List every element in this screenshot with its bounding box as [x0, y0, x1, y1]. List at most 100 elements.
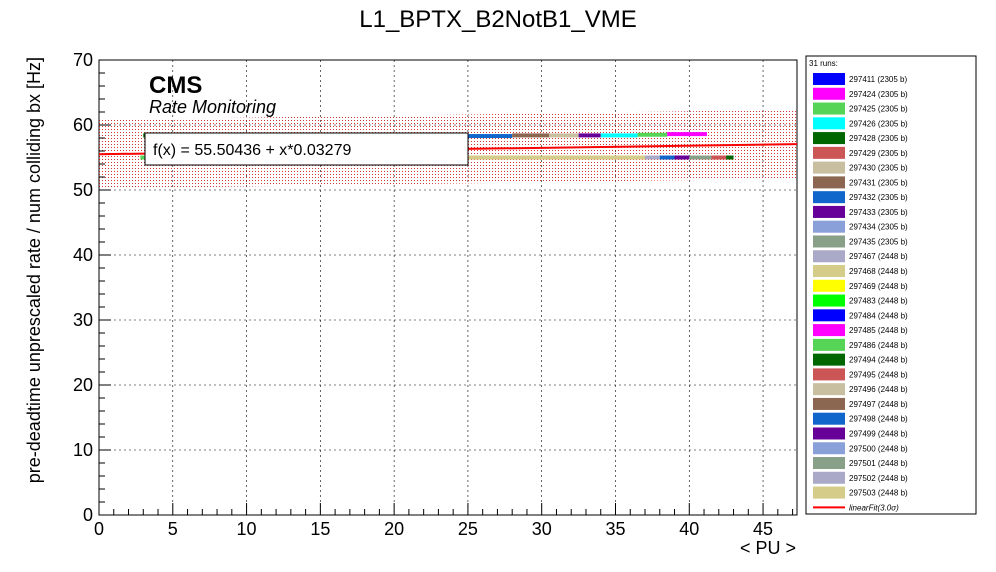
legend-entry-label: 297495 (2448 b)	[849, 370, 908, 379]
legend-swatch	[813, 324, 845, 337]
legend-swatch	[813, 427, 845, 440]
x-tick-label: 20	[384, 519, 404, 539]
legend-swatch	[813, 338, 845, 351]
run-points	[637, 132, 668, 137]
legend-entry-label: 297432 (2305 b)	[849, 193, 908, 202]
legend-swatch	[813, 191, 845, 204]
x-tick-label: 35	[605, 519, 625, 539]
x-axis-label: < PU >	[740, 538, 796, 558]
run-points	[674, 155, 690, 160]
x-tick-label: 25	[458, 519, 478, 539]
legend-entry-label: 297426 (2305 b)	[849, 119, 908, 128]
legend-entry-label: 297502 (2448 b)	[849, 474, 908, 483]
legend-swatch	[813, 309, 845, 322]
legend-entry-label: 297496 (2448 b)	[849, 385, 908, 394]
run-points	[711, 155, 727, 160]
run-points	[689, 155, 712, 160]
x-tick-label: 5	[168, 519, 178, 539]
legend-entry-label: 297497 (2448 b)	[849, 400, 908, 409]
axis-ticks: 0 10 20 30 40 50 60 70 0 5 10 15 20 25 30 35 40 45	[73, 50, 794, 539]
run-points	[667, 132, 707, 137]
legend-swatch	[813, 457, 845, 470]
run-points	[726, 155, 734, 160]
rate-monitoring-label: Rate Monitoring	[149, 97, 276, 117]
y-tick-label: 20	[73, 375, 93, 395]
y-tick-label: 30	[73, 310, 93, 330]
legend-fit-label: linearFit(3.0σ)	[849, 503, 899, 512]
run-points	[578, 133, 601, 138]
run-points	[600, 133, 638, 138]
legend-entry-label: 297430 (2305 b)	[849, 164, 908, 173]
legend-swatch	[813, 117, 845, 130]
run-points	[549, 133, 579, 138]
x-tick-label: 15	[310, 519, 330, 539]
legend-entry-label: 297429 (2305 b)	[849, 149, 908, 158]
x-tick-label: 10	[237, 519, 257, 539]
legend-swatch	[813, 73, 845, 85]
legend-entry-label: 297425 (2305 b)	[849, 105, 908, 114]
legend-entry-label: 297484 (2448 b)	[849, 311, 908, 320]
legend-title: 31 runs:	[809, 59, 838, 68]
legend-entry-label: 297486 (2448 b)	[849, 341, 908, 350]
legend-entry-label: 297411 (2305 b)	[849, 75, 907, 84]
y-tick-label: 40	[73, 245, 93, 265]
legend-entry-label: 297500 (2448 b)	[849, 444, 908, 453]
run-points	[541, 155, 646, 160]
legend-swatch	[813, 471, 845, 484]
x-tick-label: 0	[94, 519, 104, 539]
legend-entry-label: 297501 (2448 b)	[849, 459, 908, 468]
legend-swatch	[813, 486, 845, 499]
legend-swatch	[813, 265, 845, 278]
legend-swatch	[813, 235, 845, 248]
legend-entry-label: 297503 (2448 b)	[849, 489, 908, 498]
legend-entry-label: 297469 (2448 b)	[849, 282, 908, 291]
legend-entry-label: 297435 (2305 b)	[849, 237, 908, 246]
legend-entry-label: 297433 (2305 b)	[849, 208, 908, 217]
legend-entry-label: 297485 (2448 b)	[849, 326, 908, 335]
legend-swatch	[813, 132, 845, 145]
y-tick-label: 50	[73, 180, 93, 200]
run-points	[659, 155, 675, 160]
y-tick-label: 10	[73, 440, 93, 460]
legend-entry-label: 297499 (2448 b)	[849, 429, 908, 438]
legend-swatch	[813, 294, 845, 307]
legend-swatch	[813, 368, 845, 381]
legend-swatch	[813, 102, 845, 115]
run-points	[645, 155, 660, 160]
legend-swatch	[813, 442, 845, 455]
legend-entry-label: 297494 (2448 b)	[849, 356, 908, 365]
cms-label: CMS	[149, 72, 202, 99]
y-tick-label: 0	[83, 505, 93, 525]
x-tick-label: 40	[679, 519, 699, 539]
y-axis-label: pre-deadtime unprescaled rate / num coll…	[24, 57, 44, 483]
y-tick-label: 60	[73, 115, 93, 135]
legend-swatch	[813, 146, 845, 159]
legend-entry-label: 297468 (2448 b)	[849, 267, 908, 276]
legend-entry-label: 297431 (2305 b)	[849, 178, 908, 187]
legend-entry-label: 297424 (2305 b)	[849, 90, 908, 99]
legend-swatch	[813, 205, 845, 218]
legend-swatch	[813, 383, 845, 396]
chart-title: L1_BPTX_B2NotB1_VME	[359, 6, 637, 33]
run-points	[512, 133, 550, 138]
fit-formula-text: f(x) = 55.50436 + x*0.03279	[153, 142, 351, 159]
legend-swatch	[813, 412, 845, 425]
legend-swatch	[813, 250, 845, 263]
fit-formula-box	[144, 132, 469, 166]
legend-entry-label: 297498 (2448 b)	[849, 415, 908, 424]
legend-swatch	[813, 87, 845, 100]
legend-entry-label: 297434 (2305 b)	[849, 223, 908, 232]
legend-entry-label: 297428 (2305 b)	[849, 134, 908, 143]
legend-swatch	[813, 220, 845, 233]
legend-swatch	[813, 161, 845, 174]
legend-swatch	[813, 279, 845, 292]
legend-swatch	[813, 397, 845, 410]
legend-swatch	[813, 353, 845, 366]
x-tick-label: 30	[532, 519, 552, 539]
legend-entry-label: 297467 (2448 b)	[849, 252, 908, 261]
legend-swatch	[813, 176, 845, 189]
x-tick-label: 45	[753, 519, 773, 539]
legend-entries: 297411 (2305 b) 297424 (2305 b) 297425 (23…	[813, 73, 908, 512]
y-tick-label: 70	[73, 50, 93, 70]
